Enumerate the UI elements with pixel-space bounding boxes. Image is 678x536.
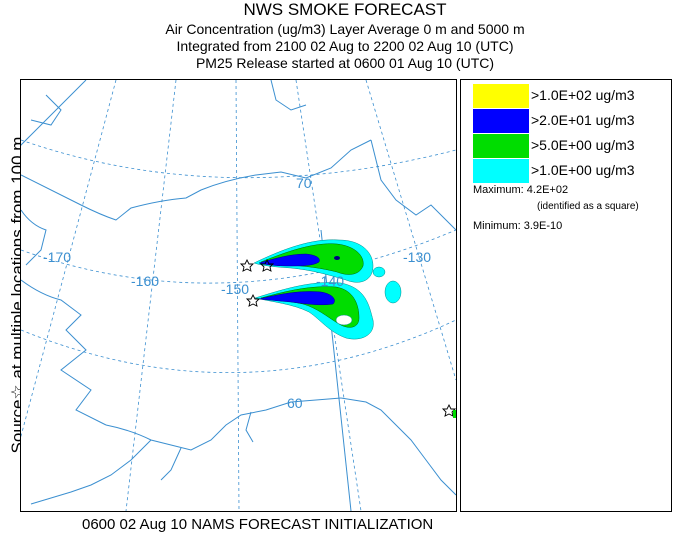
legend-panel: >1.0E+02 ug/m3 >2.0E+01 ug/m3 >5.0E+00 u… bbox=[460, 79, 672, 512]
kodiak-coast bbox=[160, 447, 182, 481]
smoke-plume-upper bbox=[253, 239, 402, 304]
parallel-60-arc bbox=[21, 319, 456, 373]
source-markers bbox=[239, 258, 456, 417]
lon-label-140: -140 bbox=[316, 273, 344, 289]
smoke-plume-lower bbox=[254, 282, 374, 340]
dateline bbox=[21, 80, 87, 146]
meridian-160 bbox=[125, 80, 177, 511]
lon-label-150: -150 bbox=[221, 281, 249, 297]
border-line bbox=[320, 229, 352, 511]
maximum-value: 4.2E+02 bbox=[526, 184, 569, 196]
arctic-coast-top bbox=[270, 80, 307, 111]
lon-label-130: -130 bbox=[403, 249, 431, 265]
release-start: PM25 Release started at 0600 01 Aug 10 (… bbox=[195, 55, 495, 71]
maximum-row: Maximum: 4.2E+02 bbox=[473, 184, 568, 196]
meridian-170 bbox=[21, 80, 117, 438]
meridian-130 bbox=[365, 80, 456, 381]
lat-label-70: 70 bbox=[296, 175, 312, 191]
legend-label-4: >1.0E+00 ug/m3 bbox=[531, 162, 635, 178]
minimum-value: 3.9E-10 bbox=[523, 220, 563, 232]
north-coast bbox=[21, 139, 372, 221]
legend-swatch-3 bbox=[473, 134, 529, 158]
maximum-note: (identified as a square) bbox=[537, 201, 639, 212]
legend-label-1: >1.0E+02 ug/m3 bbox=[531, 87, 635, 103]
aleutian-chain bbox=[30, 439, 152, 505]
lon-label-170: -170 bbox=[43, 249, 71, 265]
lon-label-160: -160 bbox=[131, 273, 159, 289]
integration-period: Integrated from 2100 02 Aug to 2200 02 A… bbox=[176, 38, 514, 54]
west-coast-b bbox=[21, 279, 107, 426]
maximum-label: Maximum: bbox=[473, 184, 524, 196]
forecast-map: -170 -160 -150 -140 -130 70 60 bbox=[20, 79, 457, 512]
source-star bbox=[245, 293, 261, 307]
legend-label-3: >5.0E+00 ug/m3 bbox=[531, 137, 635, 153]
kenai-coast bbox=[245, 411, 254, 443]
source-star bbox=[441, 403, 456, 417]
legend-swatch-4 bbox=[473, 159, 529, 183]
source-star bbox=[259, 258, 275, 272]
lat-label-60: 60 bbox=[287, 395, 303, 411]
arctic-islands bbox=[370, 139, 456, 231]
parallel-65-arc bbox=[21, 229, 456, 284]
legend-label-2: >2.0E+01 ug/m3 bbox=[531, 112, 635, 128]
minimum-label: Minimum: bbox=[473, 220, 521, 232]
concentration-description: Air Concentration (ug/m3) Layer Average … bbox=[165, 21, 525, 37]
legend-swatch-2 bbox=[473, 109, 529, 133]
forecast-title: NWS SMOKE FORECAST bbox=[243, 0, 447, 19]
west-coast-a bbox=[21, 209, 47, 266]
south-coast bbox=[105, 397, 342, 451]
panhandle-coast bbox=[340, 397, 456, 496]
minimum-row: Minimum: 3.9E-10 bbox=[473, 220, 562, 232]
edge-plume bbox=[453, 410, 456, 418]
source-star bbox=[239, 258, 255, 272]
legend-swatch-1 bbox=[473, 84, 529, 108]
coastline bbox=[21, 80, 456, 505]
parallel-70-arc bbox=[21, 139, 456, 179]
map-svg: -170 -160 -150 -140 -130 70 60 bbox=[21, 80, 456, 511]
initialization-footer: 0600 02 Aug 10 NAMS FORECAST INITIALIZAT… bbox=[82, 516, 434, 533]
chukotka-coast bbox=[30, 94, 62, 126]
